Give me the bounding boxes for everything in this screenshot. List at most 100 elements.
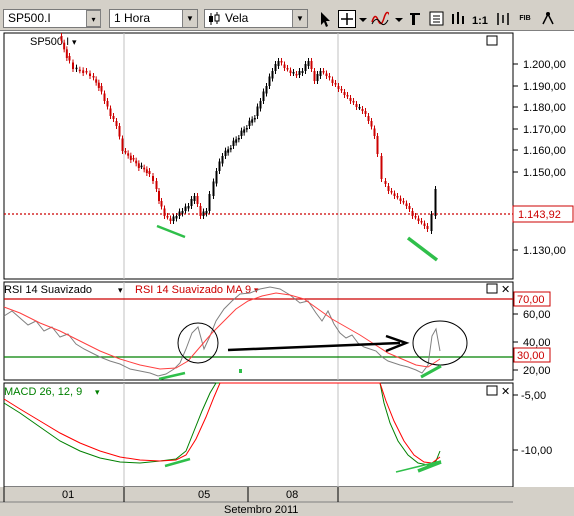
candle-body	[245, 128, 248, 130]
candle-body	[232, 140, 235, 146]
chart-type-select[interactable]: Vela	[204, 9, 308, 28]
candle-body	[256, 106, 259, 116]
candle-body	[145, 169, 148, 173]
trendline-price-right[interactable]	[406, 236, 439, 262]
candle-body	[82, 70, 85, 73]
candle-body	[137, 163, 140, 168]
candle-body	[158, 191, 160, 201]
symbol-input[interactable]: SP500.I	[3, 9, 101, 28]
candle-body	[85, 71, 88, 73]
zoom-out-icon[interactable]	[494, 10, 512, 28]
close-panel-icon[interactable]: ✕	[501, 284, 510, 296]
price-axis-label: 1.190,00	[523, 81, 566, 93]
close-panel-icon[interactable]: ✕	[501, 386, 510, 398]
indicator-wave-icon[interactable]	[371, 10, 389, 28]
properties-icon[interactable]	[428, 10, 446, 28]
candle-body	[370, 121, 373, 127]
trendline-macd-left[interactable]	[164, 457, 191, 468]
fibonacci-icon[interactable]: FIB	[519, 15, 531, 22]
candle-body	[193, 196, 196, 201]
rsi-ma-title[interactable]: RSI 14 Suavizado MA 9	[135, 284, 251, 296]
chart-type-dropdown-button[interactable]: ▼	[292, 10, 307, 27]
symbol-menu-icon: ▾	[91, 15, 96, 24]
candle-body	[298, 71, 301, 75]
candle-body	[112, 116, 115, 119]
snap-icon[interactable]	[540, 10, 558, 28]
crosshair-dropdown-icon[interactable]	[358, 10, 376, 28]
candle-body	[72, 62, 74, 69]
text-tool-icon[interactable]	[407, 10, 425, 28]
chart-area[interactable]: SP500.I ▾ 1.200,00 1.190,00 1.180,00 1.170,…	[0, 31, 574, 516]
maximize-panel-icon[interactable]	[486, 283, 498, 294]
price-axis-label: 1.160,00	[523, 145, 566, 157]
price-panel-title[interactable]: SP500.I	[30, 36, 69, 48]
price-panel-menu-icon[interactable]: ▾	[72, 37, 77, 47]
candle-body	[103, 93, 106, 101]
rsi-title-menu-icon[interactable]: ▾	[118, 285, 123, 295]
trendline-rsi-left[interactable]	[158, 371, 186, 381]
candle-body	[325, 73, 328, 76]
candle-body	[118, 126, 121, 137]
period-dropdown-button[interactable]: ▼	[182, 10, 197, 27]
cursor-arrow-icon[interactable]	[316, 10, 334, 28]
zoom-in-icon[interactable]: 1:1	[470, 10, 488, 28]
price-panel[interactable]: SP500.I ▾ 1.200,00 1.190,00 1.180,00 1.170,…	[3, 32, 574, 280]
candle-body	[352, 101, 355, 103]
candle-body	[268, 76, 271, 86]
maximize-panel-icon[interactable]	[486, 385, 498, 396]
candle-body	[121, 138, 124, 151]
macd-signal-line	[3, 382, 441, 464]
candle-body	[310, 61, 313, 69]
candle-body	[301, 71, 304, 73]
indicator-dropdown-icon[interactable]	[394, 10, 412, 28]
candle-body	[343, 92, 346, 95]
trendline-macd-right-thin[interactable]	[395, 460, 442, 473]
candle-body	[166, 216, 169, 218]
candle-body	[274, 64, 277, 71]
candle-body	[115, 121, 118, 126]
candle-body	[361, 109, 364, 111]
candle-body	[92, 76, 95, 78]
trendline-macd-right[interactable]	[417, 460, 442, 473]
candle-body	[337, 86, 340, 89]
price-panel-frame	[3, 32, 514, 280]
macd-title[interactable]: MACD 26, 12, 9	[4, 386, 82, 398]
crosshair-icon[interactable]	[338, 10, 356, 28]
candle-body	[248, 120, 251, 126]
bar-spacing-icon[interactable]	[449, 10, 467, 28]
trendline-price-left[interactable]	[156, 224, 186, 239]
candle-body	[89, 73, 91, 76]
macd-menu-icon[interactable]: ▾	[95, 387, 100, 397]
candle-body	[402, 201, 405, 203]
maximize-panel-icon[interactable]	[486, 35, 498, 46]
candle-body	[304, 64, 307, 71]
candle-body	[373, 128, 376, 136]
rsi-annotation-arrow[interactable]	[227, 341, 401, 352]
period-select[interactable]: 1 Hora	[109, 9, 198, 28]
time-label-05: 05	[198, 489, 210, 501]
candle-body	[367, 116, 370, 121]
candle-body	[163, 208, 166, 216]
candle-body	[349, 98, 352, 101]
rsi-title[interactable]: RSI 14 Suavizado	[4, 284, 92, 296]
toolbar: SP500.I ▾ 1 Hora ▼ Vela ▼	[0, 0, 574, 31]
candle-body	[384, 181, 387, 184]
candle-body	[215, 171, 218, 184]
candle-body	[199, 206, 202, 216]
macd-axis-label: -5,00	[521, 390, 546, 402]
time-axis[interactable]: 01 05 08 Setembro 2011	[0, 487, 574, 516]
candle-body	[184, 206, 187, 211]
candle-body	[143, 167, 146, 170]
symbol-menu-button[interactable]: ▾	[86, 10, 101, 27]
candle-body	[202, 211, 205, 216]
rsi-annotation-circle-left[interactable]	[177, 322, 219, 364]
candle-body	[212, 181, 215, 196]
candle-body	[286, 68, 289, 70]
rsi-panel[interactable]: RSI 14 Suavizado ▾ RSI 14 Suavizado MA 9…	[3, 281, 551, 381]
candle-body	[355, 104, 358, 107]
macd-panel[interactable]: MACD 26, 12, 9 ▾ ✕ -5,00 -10,00	[3, 382, 552, 488]
candle-body	[60, 36, 63, 41]
trendline-rsi-right[interactable]	[420, 364, 442, 379]
rsi-lower-level-badge	[513, 347, 551, 363]
macd-axis-label: -10,00	[521, 445, 552, 457]
